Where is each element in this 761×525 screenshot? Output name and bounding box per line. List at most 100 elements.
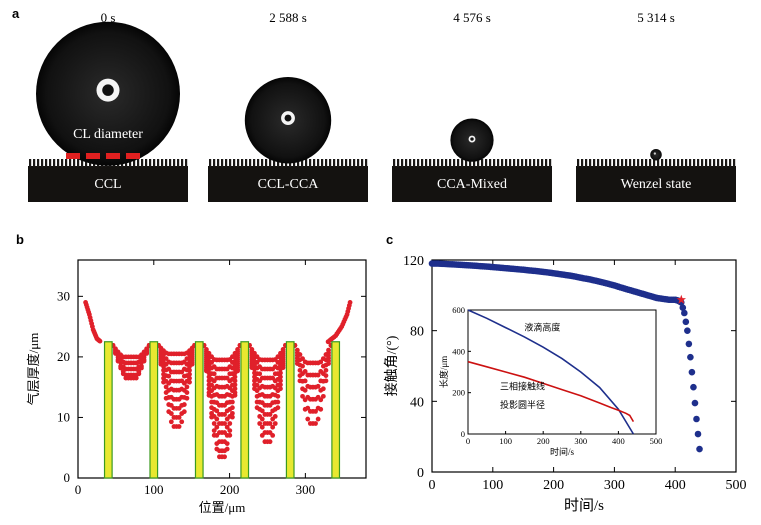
inset-x-tick-label: 0	[466, 436, 470, 446]
sag-point	[222, 412, 227, 417]
micro-pillar	[409, 159, 412, 167]
micro-pillar	[665, 159, 668, 167]
y-tick-label: 10	[57, 409, 70, 424]
micro-pillar	[57, 159, 60, 167]
inset-x-tick-label: 500	[650, 436, 663, 446]
micro-pillar	[489, 159, 492, 167]
sag-point	[318, 406, 324, 412]
sag-point	[168, 419, 174, 425]
sag-point	[209, 414, 215, 420]
micro-pillar	[137, 159, 140, 167]
micro-pillar	[605, 159, 608, 167]
micro-pillar	[229, 159, 232, 167]
micro-pillar	[333, 159, 336, 167]
micro-pillar	[453, 159, 456, 167]
micro-pillar	[133, 159, 136, 167]
micro-pillar	[505, 159, 508, 167]
micro-pillar	[437, 159, 440, 167]
sag-point	[206, 378, 212, 384]
sag-point	[229, 405, 235, 411]
sag-point	[267, 412, 273, 417]
micro-pillar	[517, 159, 520, 167]
snapshot-3: 4 576 s CCA-Mixed	[392, 10, 552, 202]
x-tick-label: 400	[665, 478, 686, 493]
micro-pillar	[317, 159, 320, 167]
micro-pillar	[209, 159, 212, 167]
sag-point	[315, 383, 321, 389]
sag-point	[166, 402, 172, 407]
sag-point	[166, 409, 172, 415]
x-tick-label: 500	[726, 478, 747, 493]
sag-point	[115, 358, 121, 364]
micro-pillar	[265, 159, 268, 167]
micro-pillar	[365, 159, 368, 167]
inset-y-tick-label: 0	[461, 429, 465, 439]
micro-pillar	[141, 159, 144, 167]
micro-pillar	[509, 159, 512, 167]
sag-point	[320, 393, 326, 399]
micro-pillar	[349, 159, 352, 167]
micro-pillar	[81, 159, 84, 167]
sag-point	[214, 441, 220, 446]
micro-pillar	[473, 159, 476, 167]
sag-point	[211, 428, 217, 434]
sag-point	[259, 424, 265, 430]
sag-point	[257, 413, 263, 419]
sag-point	[181, 402, 187, 407]
y-tick-label: 0	[417, 466, 424, 481]
micro-pillar	[577, 159, 580, 167]
contact-line-marker	[66, 153, 80, 159]
sag-point	[275, 399, 281, 405]
sag-point	[120, 371, 126, 377]
sag-point	[222, 421, 227, 426]
sag-point	[259, 433, 265, 438]
micro-pillar	[417, 159, 420, 167]
pillar	[194, 341, 204, 479]
pillar	[285, 341, 295, 479]
snapshot-4: 5 314 s Wenzel state	[576, 10, 736, 202]
data-point	[693, 415, 700, 423]
micro-pillar	[157, 159, 160, 167]
data-point	[679, 304, 687, 311]
inset-series-label: 三相接触线	[500, 381, 545, 392]
inset-series-label: 投影圆半径	[500, 399, 545, 410]
sag-point	[224, 446, 230, 452]
data-point	[691, 399, 699, 407]
inset-x-tick-label: 200	[537, 436, 550, 446]
micro-pillar	[669, 159, 672, 167]
x-axis-label: 位置/μm	[199, 500, 246, 515]
sag-point	[252, 386, 257, 392]
micro-pillar	[325, 159, 328, 167]
micro-pillar	[625, 159, 628, 167]
micro-pillar	[329, 159, 332, 167]
inset-y-tick-label: 200	[452, 388, 465, 398]
panel-b-chart: b 0 100 200 300 0 10 20 30 位置/μm 气层厚度/μm	[16, 232, 367, 515]
sag-point	[206, 392, 212, 398]
panel-a-label: a	[12, 6, 20, 21]
sag-point	[227, 432, 233, 438]
sag-point	[229, 414, 235, 420]
micro-pillar	[309, 159, 312, 167]
sag-point	[211, 421, 217, 426]
sag-point	[163, 390, 169, 395]
micro-pillar	[181, 159, 184, 167]
micro-pillar	[65, 159, 68, 167]
micro-pillar	[581, 159, 584, 167]
inset-x-tick-label: 300	[574, 436, 587, 446]
micro-pillar	[685, 159, 688, 167]
micro-pillar	[649, 159, 652, 167]
sag-point	[209, 405, 215, 411]
micro-pillar	[521, 159, 524, 167]
y-tick-label: 40	[410, 395, 424, 410]
micro-pillar	[421, 159, 424, 167]
micro-pillar	[169, 159, 172, 167]
micro-pillar	[37, 159, 40, 167]
data-point	[682, 318, 690, 326]
substrate-label: Wenzel state	[621, 177, 692, 192]
micro-pillar	[629, 159, 632, 167]
sag-point	[229, 410, 235, 416]
sag-point	[313, 421, 318, 426]
micro-pillar	[445, 159, 448, 167]
sag-point	[158, 361, 164, 367]
micro-pillar	[449, 159, 452, 167]
